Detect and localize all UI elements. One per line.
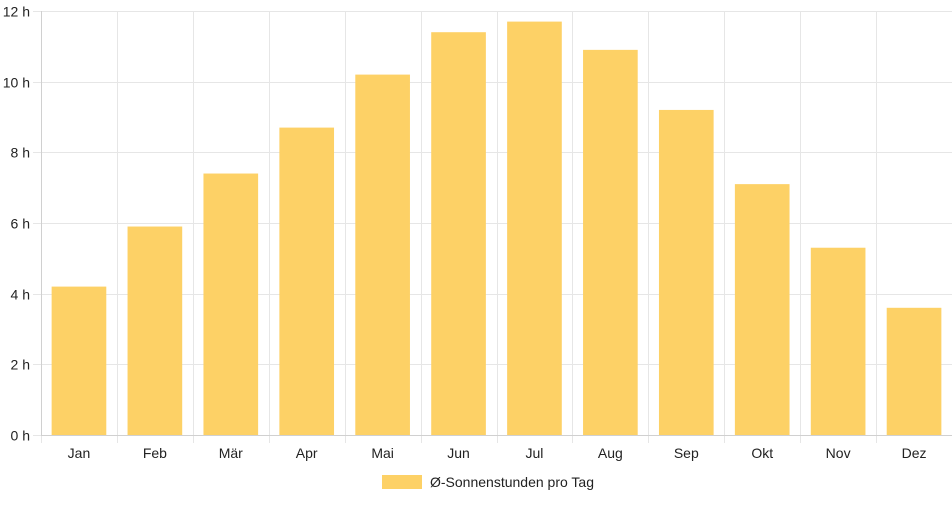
bar-jul[interactable]: [507, 21, 562, 435]
y-tick-label: 2 h: [11, 357, 30, 373]
axes: [41, 11, 952, 436]
x-tick-label: Jul: [526, 445, 544, 461]
bar-aug[interactable]: [583, 49, 638, 435]
bar-jan[interactable]: [51, 286, 107, 435]
bar-mai[interactable]: [355, 74, 410, 435]
bars: [51, 21, 942, 436]
bar-okt[interactable]: [734, 184, 790, 435]
legend[interactable]: Ø-Sonnenstunden pro Tag: [382, 474, 594, 490]
x-tick-label: Jan: [68, 445, 91, 461]
bar-apr[interactable]: [279, 127, 335, 435]
x-tick-label: Sep: [674, 445, 699, 461]
grid-lines: [33, 11, 952, 443]
x-tick-label: Okt: [751, 445, 773, 461]
x-tick-label: Nov: [826, 445, 851, 461]
x-tick-label: Dez: [902, 445, 927, 461]
x-tick-label: Aug: [598, 445, 623, 461]
y-tick-label: 4 h: [11, 287, 30, 303]
x-tick-label: Mär: [219, 445, 243, 461]
bar-jun[interactable]: [431, 32, 486, 435]
x-axis-tick-labels: Jan Feb Mär Apr Mai Jun Jul Aug Sep Okt Nov Dez: [68, 445, 927, 461]
legend-label[interactable]: Ø-Sonnenstunden pro Tag: [430, 474, 594, 490]
y-tick-label: 6 h: [11, 216, 30, 232]
y-tick-label: 8 h: [11, 145, 30, 161]
y-tick-label: 10 h: [3, 75, 30, 91]
y-tick-label: 0 h: [11, 428, 30, 444]
legend-swatch[interactable]: [382, 475, 423, 489]
x-tick-label: Feb: [143, 445, 167, 461]
x-tick-label: Mai: [371, 445, 394, 461]
bar-feb[interactable]: [127, 226, 183, 435]
x-tick-label: Apr: [296, 445, 318, 461]
bar-sep[interactable]: [658, 109, 714, 435]
y-axis-tick-labels: 0 h 2 h 4 h 6 h 8 h 10 h 12 h: [3, 4, 30, 444]
x-tick-label: Jun: [447, 445, 470, 461]
bar-mär[interactable]: [203, 173, 259, 436]
bar-dez[interactable]: [886, 307, 942, 435]
bar-nov[interactable]: [810, 247, 866, 435]
y-tick-label: 12 h: [3, 4, 30, 20]
